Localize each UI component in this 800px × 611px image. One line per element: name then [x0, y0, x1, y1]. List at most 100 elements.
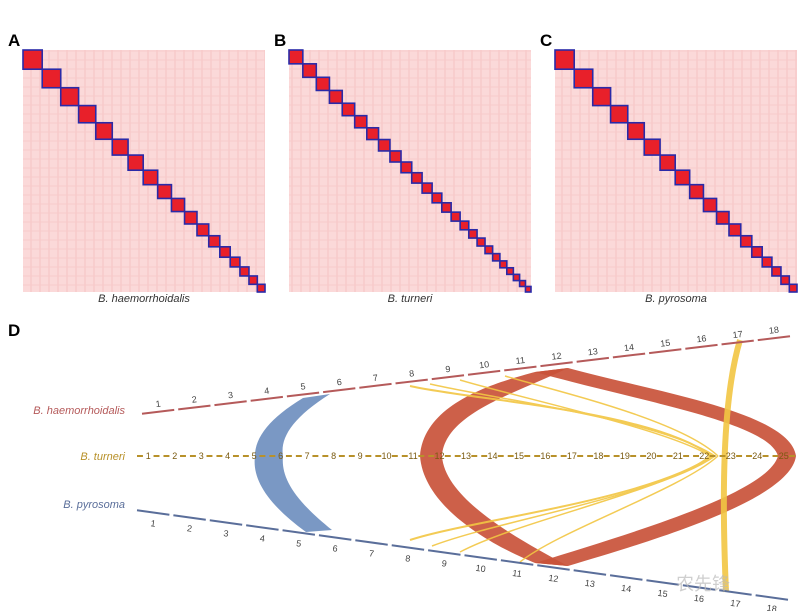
tad-block: [302, 63, 318, 79]
panel-label: A: [8, 31, 20, 50]
tad-block: [573, 68, 594, 89]
tad-block: [41, 68, 62, 89]
tad-block: [512, 273, 521, 282]
chromosome: [464, 554, 498, 561]
chromosome-label: 9: [358, 451, 363, 461]
panel-label: D: [8, 321, 20, 340]
track-name: B. pyrosoma: [63, 499, 125, 511]
tad-block: [643, 138, 661, 156]
tad-block: [156, 183, 173, 200]
chromosome-label: 10: [382, 451, 392, 461]
chromosome-label: 7: [305, 451, 310, 461]
chromosome-label: 10: [479, 359, 490, 370]
chromosome: [322, 387, 356, 394]
chromosome-label: 12: [551, 351, 562, 362]
tad-block: [626, 121, 646, 141]
chromosome-label: 14: [623, 342, 634, 353]
tad-block: [315, 76, 331, 92]
chromosome-label: 12: [548, 573, 559, 584]
chromosome-label: 8: [409, 368, 415, 379]
chromosome: [682, 584, 716, 591]
chromosome-label: 15: [514, 451, 524, 461]
tad-block: [524, 285, 532, 293]
tad-block: [751, 246, 764, 259]
ribbon-red: [535, 456, 796, 566]
chromosome-label: 2: [191, 394, 197, 405]
ribbon-blue: [254, 394, 332, 532]
chromosome: [141, 408, 175, 415]
tad-block: [207, 234, 221, 248]
chromosome: [250, 395, 284, 402]
chromosome-label: 11: [512, 568, 523, 579]
tad-block: [248, 275, 259, 286]
chromosome-label: 18: [593, 451, 603, 461]
chromosome: [282, 529, 316, 536]
tad-block: [111, 138, 129, 156]
chromosome-label: 1: [155, 399, 161, 410]
chromosome-label: 14: [621, 583, 632, 594]
tad-block: [410, 171, 423, 184]
chromosome: [286, 391, 320, 398]
watermark: 农先锋: [676, 574, 730, 594]
track-name: B. haemorrhoidalis: [33, 405, 125, 417]
chromosome-label: 16: [693, 593, 704, 604]
chromosome: [685, 343, 718, 350]
chromosome: [537, 564, 570, 571]
chromosome-label: 8: [331, 451, 336, 461]
tad-block: [761, 256, 773, 268]
chromosome: [504, 365, 537, 372]
heatmap-caption: B. pyrosoma: [645, 293, 707, 305]
chromosome: [136, 509, 170, 516]
chromosome: [573, 569, 607, 576]
tad-block: [377, 138, 391, 152]
tad-block: [609, 104, 629, 124]
chromosome-label: 12: [435, 451, 445, 461]
chromosome: [173, 514, 206, 521]
tad-block: [728, 223, 742, 237]
tad-block: [229, 256, 241, 268]
chromosome: [648, 348, 682, 355]
ribbon-red: [420, 456, 568, 566]
chromosome-label: 13: [587, 346, 598, 357]
chromosome-label: 10: [475, 563, 486, 574]
tad-block: [788, 283, 798, 293]
chromosome-label: 18: [766, 603, 777, 611]
chromosome-label: 6: [278, 451, 283, 461]
chromosome-label: 15: [657, 588, 668, 599]
tad-block: [183, 210, 198, 225]
tad-block: [94, 121, 114, 141]
tad-block: [450, 211, 461, 222]
chromosome: [540, 361, 573, 368]
chromosome-label: 5: [296, 538, 302, 549]
chromosome-label: 8: [405, 553, 411, 564]
tad-block: [170, 197, 186, 213]
tad-block: [142, 169, 159, 186]
chromosome-label: 9: [445, 364, 451, 375]
chromosome-label: 17: [730, 598, 741, 609]
chromosome-label: 7: [372, 373, 378, 384]
tad-block: [22, 49, 44, 71]
tad-block: [467, 228, 478, 239]
chromosome-label: 3: [199, 451, 204, 461]
chromosome: [612, 352, 646, 359]
chromosome-label: 1: [150, 518, 156, 529]
chromosome: [209, 519, 243, 526]
chromosome: [609, 574, 643, 581]
chromosome-label: 6: [336, 377, 342, 388]
chromosome: [431, 374, 465, 381]
chromosome: [178, 404, 211, 411]
chromosome-label: 3: [223, 528, 229, 539]
chromosome-label: 17: [732, 329, 743, 340]
chromosome: [755, 594, 789, 601]
tad-block: [674, 169, 691, 186]
tad-block: [127, 154, 145, 172]
chromosome-label: 22: [699, 451, 709, 461]
chromosome-label: 19: [620, 451, 630, 461]
chromosome-label: 3: [227, 390, 233, 401]
tad-block: [715, 210, 730, 225]
chromosome: [318, 534, 352, 541]
chromosome-label: 4: [225, 451, 230, 461]
tad-block: [499, 260, 508, 269]
chromosome: [500, 559, 534, 566]
